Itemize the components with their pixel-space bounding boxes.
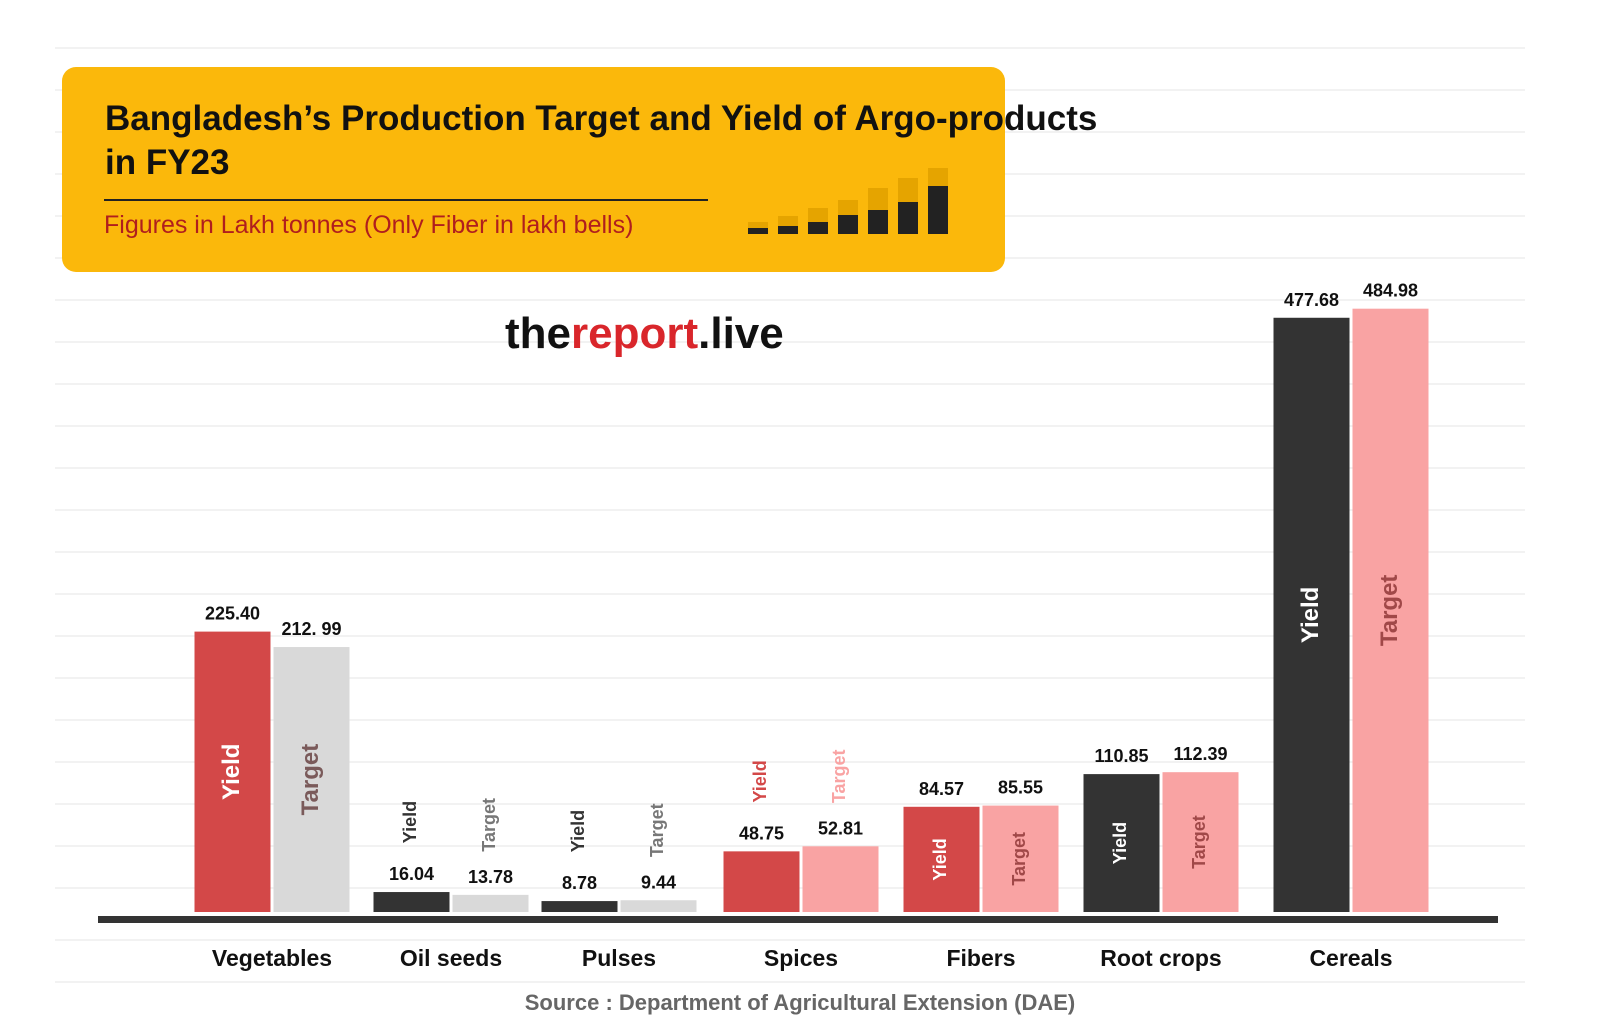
value-label: 484.98 [1363, 281, 1418, 301]
watermark-part: .live [698, 309, 784, 358]
value-label: 85.55 [998, 778, 1043, 798]
value-label: 9.44 [641, 872, 676, 892]
x-tick-label: Root crops [1100, 945, 1221, 971]
series-label: Target [647, 803, 667, 857]
bar [723, 851, 800, 912]
chart-title: Bangladesh’s Production Target and Yield… [105, 99, 1097, 182]
title-box [62, 67, 1005, 272]
series-label: Target [1189, 815, 1209, 869]
bar [373, 892, 450, 912]
x-tick-label: Spices [764, 945, 838, 971]
title-line: Bangladesh’s Production Target and Yield… [105, 99, 1097, 138]
bar [273, 647, 350, 912]
x-tick-label: Vegetables [212, 945, 332, 971]
bar [1273, 317, 1350, 912]
series-label: Yield [400, 801, 420, 843]
value-label: 84.57 [919, 779, 964, 799]
bar [1162, 772, 1239, 912]
value-label: 110.85 [1094, 746, 1148, 766]
source-note: Source : Department of Agricultural Exte… [525, 990, 1075, 1015]
x-axis [98, 916, 1498, 923]
x-tick-label: Pulses [582, 945, 656, 971]
bar [903, 806, 980, 912]
bar [452, 894, 529, 912]
series-label: Target [829, 749, 849, 803]
bar [541, 901, 618, 912]
bar [802, 846, 879, 912]
series-label: Target [1376, 575, 1403, 647]
series-label: Yield [568, 810, 588, 852]
value-label: 16.04 [389, 864, 434, 884]
series-label: Yield [1297, 587, 1324, 643]
series-label: Yield [1110, 822, 1130, 864]
value-label: 52.81 [818, 818, 863, 838]
x-tick-label: Fibers [946, 945, 1015, 971]
watermark-part: report [571, 309, 698, 358]
bar [620, 900, 697, 912]
series-label: Yield [930, 838, 950, 880]
value-label: 112.39 [1173, 744, 1227, 764]
value-label: 477.68 [1284, 290, 1339, 310]
title-line: in FY23 [105, 143, 229, 182]
bar [194, 631, 271, 912]
x-tick-label: Cereals [1309, 945, 1392, 971]
value-label: 212. 99 [281, 619, 341, 639]
x-tick-label: Oil seeds [400, 945, 502, 971]
series-label: Target [1009, 832, 1029, 886]
value-label: 8.78 [562, 873, 597, 893]
chart-subtitle: Figures in Lakh tonnes (Only Fiber in la… [104, 211, 633, 239]
watermark-part: the [505, 309, 571, 358]
bar [1083, 774, 1160, 912]
series-label: Yield [218, 744, 245, 800]
watermark: thereport.live [505, 309, 784, 358]
value-label: 48.75 [739, 823, 784, 843]
value-label: 13.78 [468, 867, 513, 887]
series-label: Target [479, 798, 499, 852]
title-icon [748, 168, 948, 234]
value-label: 225.40 [205, 604, 260, 624]
series-label: Target [297, 744, 324, 816]
bar [1352, 308, 1429, 912]
series-label: Yield [750, 760, 770, 802]
bar [982, 805, 1059, 912]
